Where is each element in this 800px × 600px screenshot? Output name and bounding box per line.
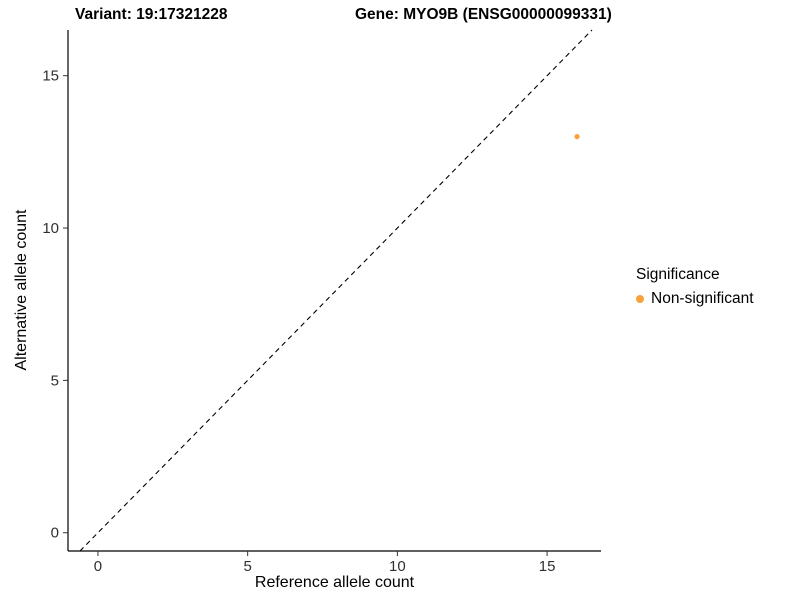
svg-text:5: 5 (243, 558, 251, 575)
y-axis-label: Alternative allele count (13, 209, 30, 371)
svg-text:0: 0 (51, 525, 59, 542)
svg-text:0: 0 (94, 558, 102, 575)
svg-text:15: 15 (539, 558, 556, 575)
svg-text:5: 5 (51, 372, 59, 389)
svg-text:10: 10 (389, 558, 406, 575)
legend: Significance Non-significant (636, 266, 754, 308)
x-axis-label: Reference allele count (254, 574, 415, 591)
plot-title-variant: Variant: 19:17321228 (75, 6, 228, 23)
legend-entry-label: Non-significant (651, 290, 754, 307)
legend-entry: Non-significant (636, 290, 754, 308)
svg-text:10: 10 (42, 220, 59, 237)
svg-text:15: 15 (42, 68, 59, 85)
plot-title-gene: Gene: MYO9B (ENSG00000099331) (355, 6, 612, 23)
legend-title: Significance (636, 266, 720, 283)
legend-point-icon (636, 295, 644, 303)
